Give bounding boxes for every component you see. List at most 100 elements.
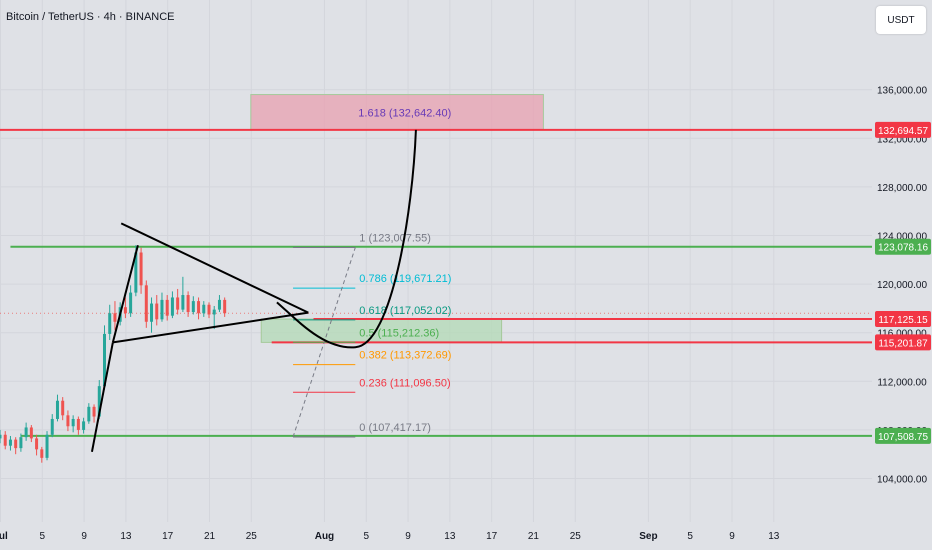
candle-body (103, 333, 106, 387)
candle-body (212, 309, 216, 315)
candle-body (14, 439, 18, 449)
x-tick-label: 5 (687, 531, 693, 542)
candle-body (165, 299, 169, 316)
candle-body (197, 301, 201, 314)
candle-body (61, 400, 65, 416)
candle-body (217, 299, 221, 310)
currency-button[interactable]: USDT (876, 6, 926, 34)
y-tick-label: 112,000.00 (877, 377, 927, 388)
y-tick-label: 128,000.00 (877, 183, 927, 194)
candle-body (170, 297, 174, 316)
x-tick-label: Aug (315, 531, 334, 542)
fib-label-6: 0.236 (111,096.50) (359, 377, 450, 389)
candle-body (186, 295, 190, 313)
price-tag-bg (875, 334, 931, 351)
y-tick-label: 124,000.00 (877, 232, 927, 243)
candle-body (150, 303, 154, 322)
candle-body (50, 418, 54, 435)
candle-body (97, 386, 101, 417)
fib-label-7: 0 (107,417.17) (359, 422, 431, 434)
candle-body (123, 307, 127, 314)
price-axis-bg (872, 0, 932, 550)
candle-body (66, 415, 70, 427)
candle-body (71, 418, 75, 427)
x-tick-label: 21 (528, 531, 540, 542)
candle-body (55, 400, 59, 419)
candle-body (129, 292, 133, 314)
x-tick-label: 5 (363, 531, 369, 542)
candle-body (134, 252, 138, 293)
candle-body (144, 285, 148, 322)
candle-body (45, 434, 49, 458)
x-tick-label: Jul (0, 531, 8, 542)
y-tick-label: 132,000.00 (877, 134, 927, 145)
candle-body (40, 449, 44, 458)
fib-label-1: 1 (123,007.55) (359, 233, 431, 245)
x-tick-label: 13 (444, 531, 456, 542)
triangle-lower-line (112, 311, 309, 344)
candle-body (207, 304, 211, 315)
price-tag-3: 115,201.87 (878, 338, 928, 349)
candle-body (76, 418, 80, 430)
price-tag-bg (875, 311, 931, 328)
triangle-upper-line (120, 222, 309, 314)
candle-body (0, 434, 2, 439)
plot-area: 1.618 (132,642.40) 1 (123,007.55) 0.786 (1… (0, 0, 872, 522)
y-tick-label: 136,000.00 (877, 86, 927, 97)
pole-line-2 (111, 244, 139, 343)
x-tick-label: 25 (246, 531, 258, 542)
candle-body (8, 439, 12, 446)
y-tick-label: 116,000.00 (877, 329, 927, 340)
x-tick-label: 25 (570, 531, 582, 542)
price-tag-0: 132,694.57 (878, 126, 928, 137)
price-tag-2: 117,125.15 (878, 315, 928, 326)
price-axis: 104,000.00108,000.00112,000.00116,000.00… (872, 0, 932, 550)
time-axis-bg (0, 522, 932, 550)
x-tick-label: 9 (405, 531, 411, 542)
fib-label-5: 0.382 (113,372.69) (359, 350, 451, 362)
x-tick-label: 21 (204, 531, 216, 542)
fib-trend-line (292, 247, 356, 438)
projection-curve (276, 129, 417, 349)
candle-body (223, 299, 227, 314)
candle-body (160, 299, 164, 320)
candle-body (202, 304, 206, 314)
candle-body (92, 406, 96, 417)
price-tag-bg (875, 121, 931, 138)
symbol-title: Bitcoin / TetherUS · 4h · BINANCE (6, 11, 175, 23)
fib-label-2: 0.786 (119,671.21) (359, 273, 451, 285)
x-tick-label: 17 (486, 531, 498, 542)
candle-body (155, 303, 159, 320)
x-tick-label: Sep (639, 531, 657, 542)
candle-body (108, 313, 112, 334)
x-tick-label: 9 (729, 531, 735, 542)
price-tag-bg (875, 238, 931, 255)
candle-body (35, 438, 39, 450)
x-tick-label: 17 (162, 531, 174, 542)
candle-body (24, 427, 28, 438)
fib-label-0: 1.618 (132,642.40) (358, 107, 451, 119)
candle-body (191, 301, 195, 313)
x-tick-label: 13 (120, 531, 132, 542)
x-tick-label: 5 (40, 531, 46, 542)
candle-body (113, 313, 117, 322)
candle-body (87, 406, 91, 422)
candle-body (139, 252, 143, 286)
fib-label-3: 0.618 (117,052.02) (359, 305, 451, 317)
candle-body (3, 434, 7, 446)
candle-body (176, 297, 180, 310)
pole-line-1 (90, 342, 114, 452)
candle-body (181, 295, 185, 310)
candle-body (82, 421, 86, 430)
price-tag-bg (875, 427, 931, 444)
time-axis: Jul 5 9 13 17 21 25 Aug 5 9 13 17 21 25 Sep 5 9 13 (0, 522, 932, 550)
fib-label-4: 0.5 (115,212.36) (359, 327, 439, 339)
price-tag-4: 107,508.75 (878, 432, 928, 443)
zone-box-0 (250, 94, 544, 131)
y-tick-label: 104,000.00 (877, 475, 927, 486)
candle-body (19, 437, 23, 449)
x-tick-label: 13 (768, 531, 780, 542)
candle-body (29, 427, 33, 439)
y-tick-label: 120,000.00 (877, 280, 927, 291)
